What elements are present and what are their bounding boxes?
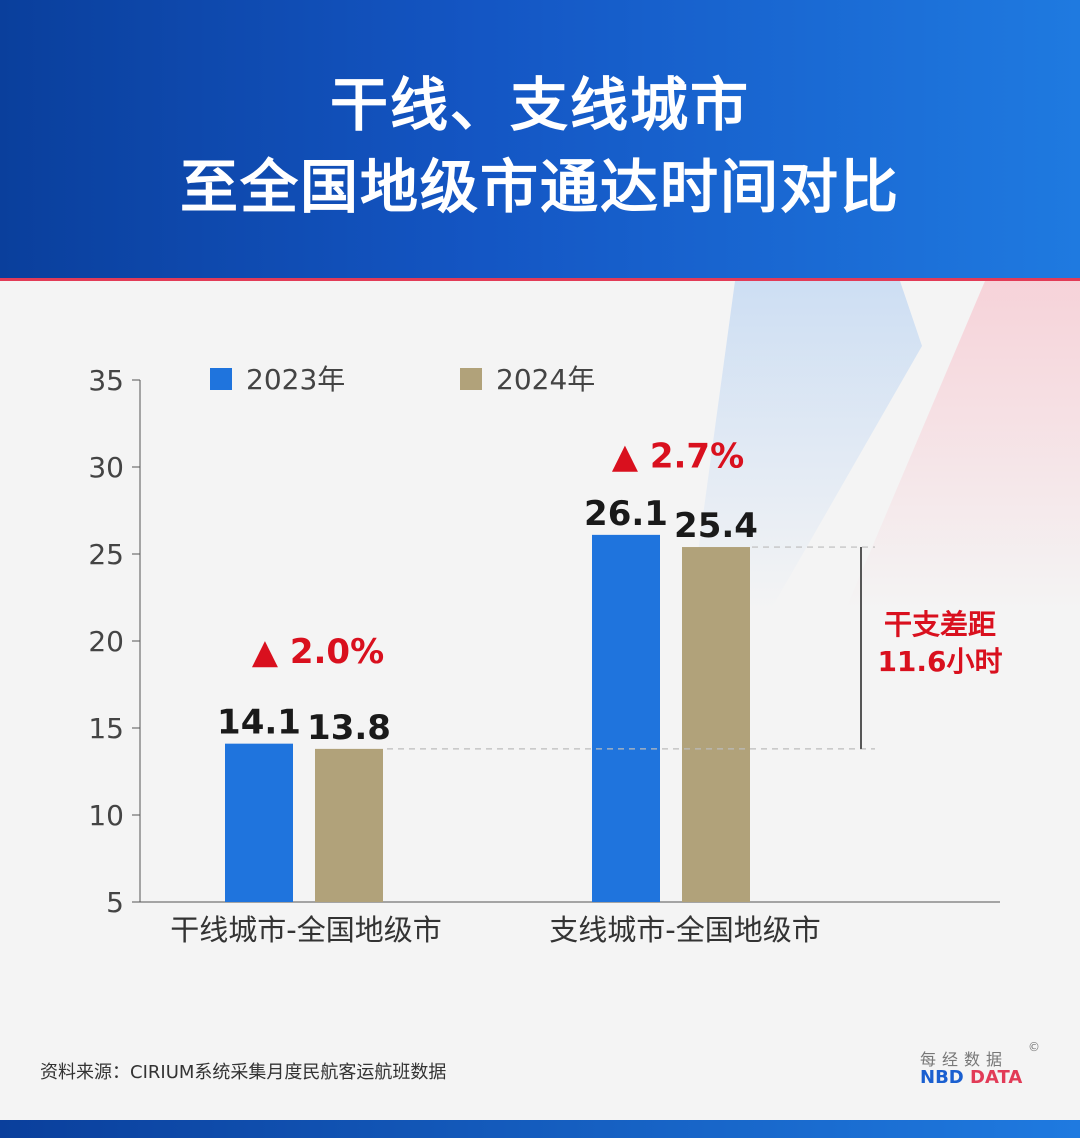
category-label: 干线城市-全国地级市: [170, 913, 441, 947]
bar: [225, 743, 293, 902]
y-tick-label: 35: [88, 364, 124, 397]
category-label: 支线城市-全国地级市: [549, 913, 820, 947]
data-label: 14.1: [217, 703, 301, 743]
legend-swatch: [460, 368, 482, 390]
footer-bar: [0, 1120, 1080, 1138]
header-banner: 干线、支线城市 至全国地级市通达时间对比: [0, 0, 1080, 281]
data-label: 26.1: [584, 494, 668, 534]
gap-label-line-2: 11.6小时: [877, 645, 1002, 678]
decorative-stripes: [690, 281, 1080, 611]
data-label: 13.8: [307, 708, 391, 748]
bar: [592, 534, 660, 902]
logo-copyright-mark: ©: [1028, 1040, 1040, 1054]
logo-chinese-text: 每经数据: [920, 1050, 1009, 1069]
legend-label: 2023年: [246, 363, 345, 396]
y-tick-label: 5: [106, 886, 124, 919]
bar-chart: 5 10 15 20 25 30 35 14.1 13.8 干线城市-全国地级市 26.1 25.4…: [88, 363, 1002, 947]
change-annotation: ▲ 2.0%: [252, 632, 384, 672]
y-tick-label: 25: [88, 538, 124, 571]
page-title-line-2: 至全国地级市通达时间对比: [179, 153, 900, 221]
change-annotation: ▲ 2.7%: [612, 437, 744, 477]
page-title-line-1: 干线、支线城市: [329, 71, 750, 139]
y-tick-label: 30: [88, 451, 124, 484]
y-tick-label: 10: [88, 799, 124, 832]
data-label: 25.4: [674, 506, 758, 546]
gap-label-line-1: 干支差距: [884, 608, 996, 641]
y-tick-label: 15: [88, 712, 124, 745]
legend-label: 2024年: [496, 363, 595, 396]
logo-data-text: DATA: [970, 1067, 1023, 1088]
logo-nbd-text: NBD: [920, 1067, 964, 1088]
bar: [315, 748, 383, 902]
nbd-data-logo: NBD DATA: [920, 1067, 1022, 1088]
bar: [682, 547, 750, 902]
data-source-note: 资料来源：CIRIUM系统采集月度民航客运航班数据: [40, 1062, 447, 1083]
y-tick-label: 20: [88, 625, 124, 658]
legend-swatch: [210, 368, 232, 390]
